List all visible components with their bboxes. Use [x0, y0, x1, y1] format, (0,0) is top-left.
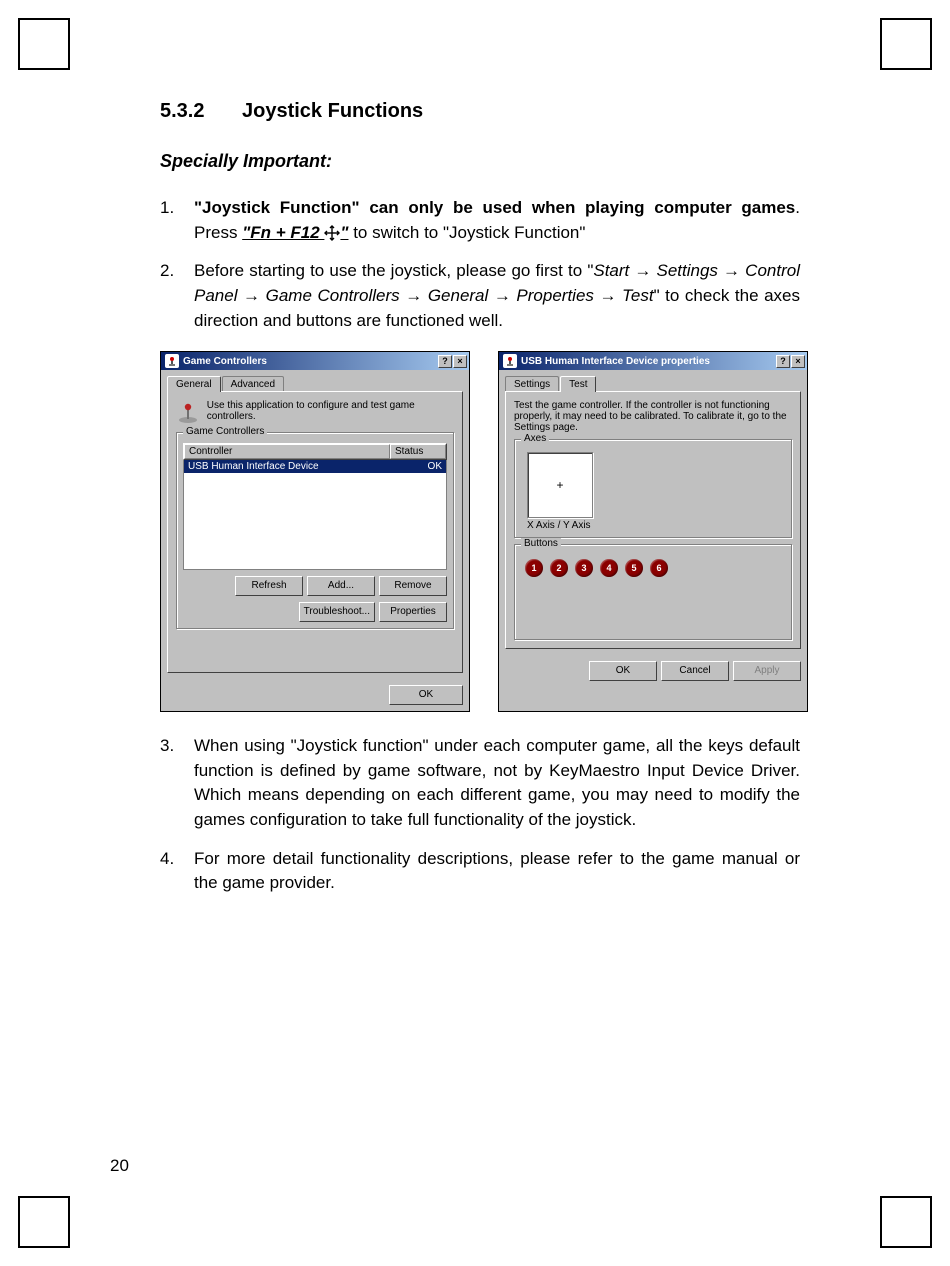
- crop-mark: [18, 1196, 70, 1248]
- tab-strip: Settings Test: [505, 376, 801, 392]
- move-arrows-icon: [324, 223, 340, 242]
- list-number: 2.: [160, 259, 194, 333]
- tab-test[interactable]: Test: [560, 376, 596, 392]
- ok-button[interactable]: OK: [389, 685, 463, 705]
- joystick-button-indicator: 2: [550, 559, 568, 577]
- dialog-title: USB Human Interface Device properties: [521, 356, 710, 367]
- close-button[interactable]: ×: [791, 355, 805, 368]
- info-text: Use this application to configure and te…: [207, 400, 454, 422]
- page-number: 20: [110, 1156, 129, 1176]
- list-body: When using "Joystick function" under eac…: [194, 734, 800, 833]
- close-button[interactable]: ×: [453, 355, 467, 368]
- row-controller-name: USB Human Interface Device: [188, 461, 394, 472]
- tab-settings[interactable]: Settings: [505, 376, 559, 392]
- row-status: OK: [394, 461, 442, 472]
- remove-button[interactable]: Remove: [379, 576, 447, 596]
- text: Before starting to use the joystick, ple…: [194, 261, 593, 280]
- crop-mark: [18, 18, 70, 70]
- crop-mark: [880, 1196, 932, 1248]
- section-title: Joystick Functions: [242, 100, 423, 122]
- titlebar: Game Controllers ? ×: [161, 352, 469, 370]
- joystick-icon: [176, 400, 201, 426]
- groupbox-legend: Game Controllers: [183, 426, 267, 437]
- joystick-button-indicator: 4: [600, 559, 618, 577]
- joystick-button-indicator: 5: [625, 559, 643, 577]
- joystick-button-indicator: 1: [525, 559, 543, 577]
- section-number: 5.3.2: [160, 100, 242, 123]
- list-number: 4.: [160, 847, 194, 896]
- subheading: Specially Important:: [160, 151, 800, 172]
- list-body: Before starting to use the joystick, ple…: [194, 259, 800, 333]
- joystick-button-indicator: 6: [650, 559, 668, 577]
- groupbox-legend: Buttons: [521, 538, 561, 549]
- instruction-text: Test the game controller. If the control…: [514, 400, 792, 433]
- game-controllers-dialog: Game Controllers ? × General Advanced: [160, 351, 470, 712]
- screenshot-figures: Game Controllers ? × General Advanced: [160, 351, 800, 712]
- list-body: For more detail functionality descriptio…: [194, 847, 800, 896]
- text: "Fn + F12: [242, 223, 324, 242]
- tab-strip: General Advanced: [167, 376, 463, 392]
- list-item: 1. "Joystick Function" can only be used …: [160, 196, 800, 245]
- troubleshoot-button[interactable]: Troubleshoot...: [299, 602, 375, 622]
- refresh-button[interactable]: Refresh: [235, 576, 303, 596]
- ok-button[interactable]: OK: [589, 661, 657, 681]
- list-item: 3. When using "Joystick function" under …: [160, 734, 800, 833]
- buttons-area: 1 2 3 4 5 6: [521, 555, 785, 593]
- list-body: "Joystick Function" can only be used whe…: [194, 196, 800, 245]
- help-button[interactable]: ?: [776, 355, 790, 368]
- device-properties-dialog: USB Human Interface Device properties ? …: [498, 351, 808, 712]
- add-button[interactable]: Add...: [307, 576, 375, 596]
- joystick-icon: [165, 354, 179, 368]
- column-status[interactable]: Status: [390, 444, 446, 459]
- list-header: Controller Status: [183, 443, 447, 460]
- text: to switch to "Joystick Function": [348, 223, 585, 242]
- dialog-title: Game Controllers: [183, 356, 267, 367]
- list-number: 3.: [160, 734, 194, 833]
- cancel-button[interactable]: Cancel: [661, 661, 729, 681]
- joystick-icon: [503, 354, 517, 368]
- help-button[interactable]: ?: [438, 355, 452, 368]
- properties-button[interactable]: Properties: [379, 602, 447, 622]
- joystick-button-indicator: 3: [575, 559, 593, 577]
- list-item: 2. Before starting to use the joystick, …: [160, 259, 800, 333]
- crop-mark: [880, 18, 932, 70]
- list-item: 4. For more detail functionality descrip…: [160, 847, 800, 896]
- groupbox-legend: Axes: [521, 433, 549, 444]
- tab-advanced[interactable]: Advanced: [222, 376, 284, 392]
- axes-label: X Axis / Y Axis: [527, 520, 785, 531]
- axes-indicator: +: [527, 452, 593, 518]
- text: "Joystick Function" can only be used whe…: [194, 198, 795, 217]
- titlebar: USB Human Interface Device properties ? …: [499, 352, 807, 370]
- column-controller[interactable]: Controller: [184, 444, 390, 459]
- axes-crosshair: +: [556, 478, 563, 492]
- controller-list[interactable]: USB Human Interface Device OK: [183, 460, 447, 570]
- list-number: 1.: [160, 196, 194, 245]
- section-heading: 5.3.2Joystick Functions: [160, 100, 800, 123]
- tab-general[interactable]: General: [167, 376, 221, 392]
- list-row-selected[interactable]: USB Human Interface Device OK: [184, 460, 446, 473]
- apply-button[interactable]: Apply: [733, 661, 801, 681]
